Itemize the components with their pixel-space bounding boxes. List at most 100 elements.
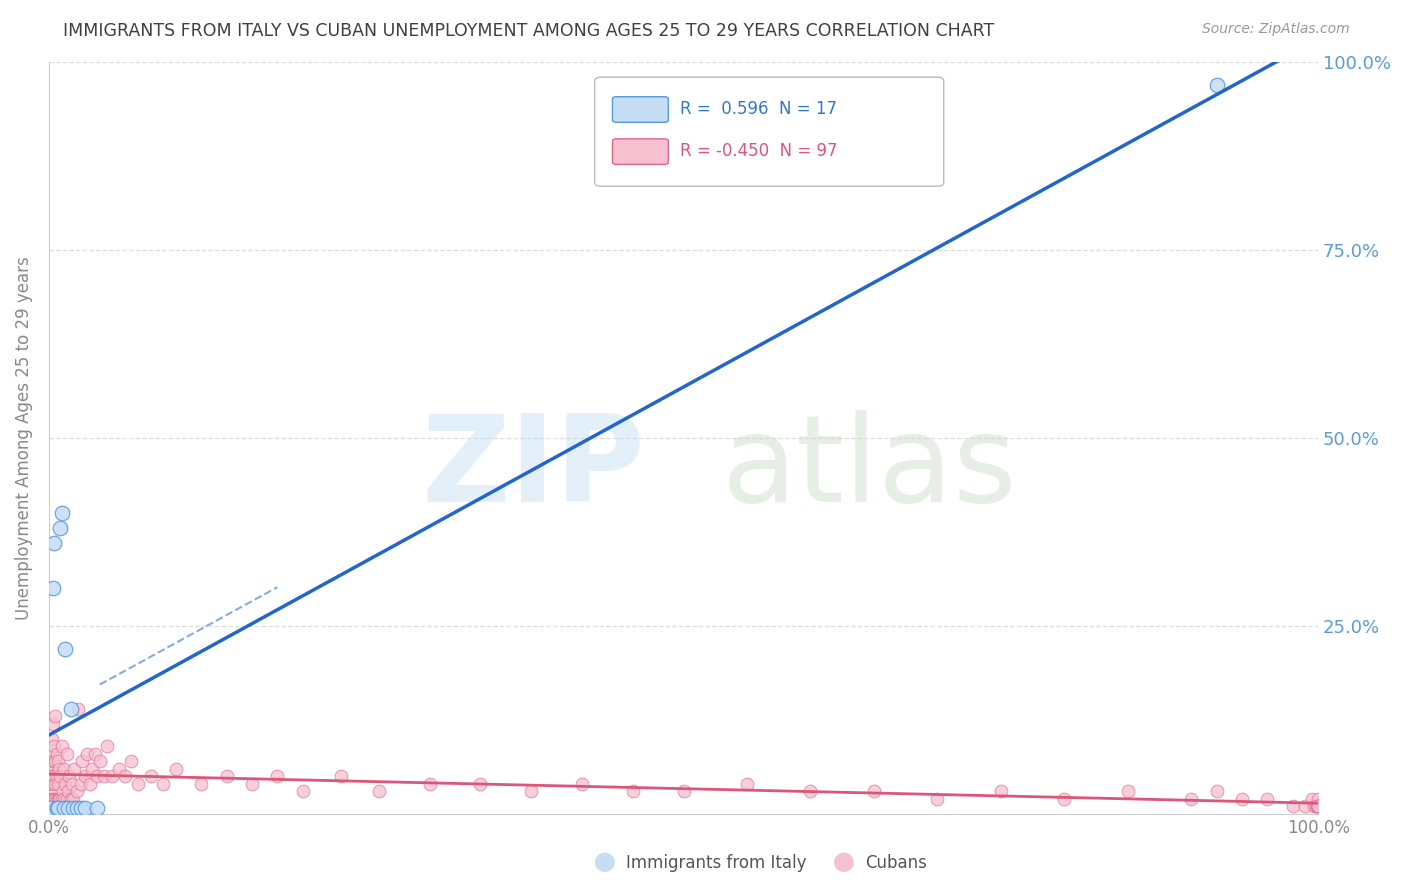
Point [39, 777, 62, 791]
Point [152, 777, 174, 791]
Text: R =  0.596  N = 17: R = 0.596 N = 17 [679, 100, 837, 118]
Point [69, 801, 91, 815]
Point [70, 755, 93, 769]
Point [927, 792, 949, 806]
Point [165, 762, 187, 776]
Point [58, 769, 80, 783]
Point [520, 784, 543, 798]
Point [571, 777, 593, 791]
Text: ⬤: ⬤ [832, 853, 855, 872]
Point [56, 784, 79, 798]
Text: IMMIGRANTS FROM ITALY VS CUBAN UNEMPLOYMENT AMONG AGES 25 TO 29 YEARS CORRELATIO: IMMIGRANTS FROM ITALY VS CUBAN UNEMPLOYM… [63, 22, 994, 40]
Point [1294, 799, 1316, 814]
Point [60, 777, 83, 791]
Text: atlas: atlas [721, 409, 1018, 526]
Point [66, 784, 89, 798]
Point [55, 777, 77, 791]
Point [59, 792, 82, 806]
Point [53, 792, 76, 806]
Point [139, 769, 162, 783]
Point [101, 769, 124, 783]
Point [48, 792, 70, 806]
Point [127, 777, 149, 791]
Point [1256, 792, 1278, 806]
Point [73, 769, 96, 783]
Point [1180, 792, 1202, 806]
Point [49, 792, 72, 806]
Text: Source: ZipAtlas.com: Source: ZipAtlas.com [1202, 22, 1350, 37]
Point [86, 769, 108, 783]
Point [62, 801, 84, 815]
Point [49, 769, 72, 783]
Point [51, 739, 73, 754]
FancyBboxPatch shape [613, 139, 668, 164]
Point [96, 739, 118, 754]
Point [46, 755, 69, 769]
Text: Immigrants from Italy: Immigrants from Italy [626, 855, 806, 872]
Point [53, 762, 76, 776]
Point [42, 792, 65, 806]
Point [73, 801, 96, 815]
Point [89, 755, 111, 769]
Point [41, 792, 63, 806]
FancyBboxPatch shape [595, 78, 943, 186]
Point [42, 755, 65, 769]
Point [240, 777, 263, 791]
Point [41, 747, 63, 761]
Text: ZIP: ZIP [422, 409, 645, 526]
Point [42, 777, 65, 791]
Point [672, 784, 695, 798]
Point [121, 755, 143, 769]
Point [42, 739, 65, 754]
Point [291, 784, 314, 798]
Point [42, 792, 65, 806]
Point [621, 784, 644, 798]
Point [41, 769, 63, 783]
Point [107, 762, 129, 776]
Point [863, 784, 886, 798]
Point [44, 709, 66, 723]
Point [44, 777, 66, 791]
Point [46, 801, 69, 815]
Point [51, 792, 73, 806]
Point [1205, 784, 1227, 798]
Point [266, 769, 288, 783]
Point [67, 702, 90, 716]
Point [45, 747, 67, 761]
Point [799, 784, 821, 798]
Point [1303, 799, 1326, 814]
Point [55, 641, 77, 656]
Point [39, 762, 62, 776]
Point [55, 792, 77, 806]
Point [45, 792, 67, 806]
Point [63, 762, 86, 776]
Point [44, 755, 66, 769]
Point [51, 506, 73, 520]
Point [1301, 792, 1323, 806]
Point [735, 777, 758, 791]
Point [46, 777, 69, 791]
Point [83, 747, 105, 761]
Point [49, 521, 72, 535]
Point [69, 777, 91, 791]
Point [1308, 799, 1330, 814]
Point [41, 731, 63, 746]
Point [42, 536, 65, 550]
Point [190, 777, 212, 791]
Point [419, 777, 441, 791]
Text: Cubans: Cubans [865, 855, 927, 872]
Point [1116, 784, 1139, 798]
Point [42, 582, 65, 596]
Point [1281, 799, 1303, 814]
FancyBboxPatch shape [613, 96, 668, 122]
Point [39, 801, 62, 815]
Point [48, 762, 70, 776]
Point [215, 769, 238, 783]
Point [470, 777, 492, 791]
Point [1053, 792, 1076, 806]
Point [42, 716, 65, 731]
Point [45, 769, 67, 783]
Point [1305, 799, 1327, 814]
Point [1306, 799, 1329, 814]
Text: ⬤: ⬤ [593, 853, 616, 872]
